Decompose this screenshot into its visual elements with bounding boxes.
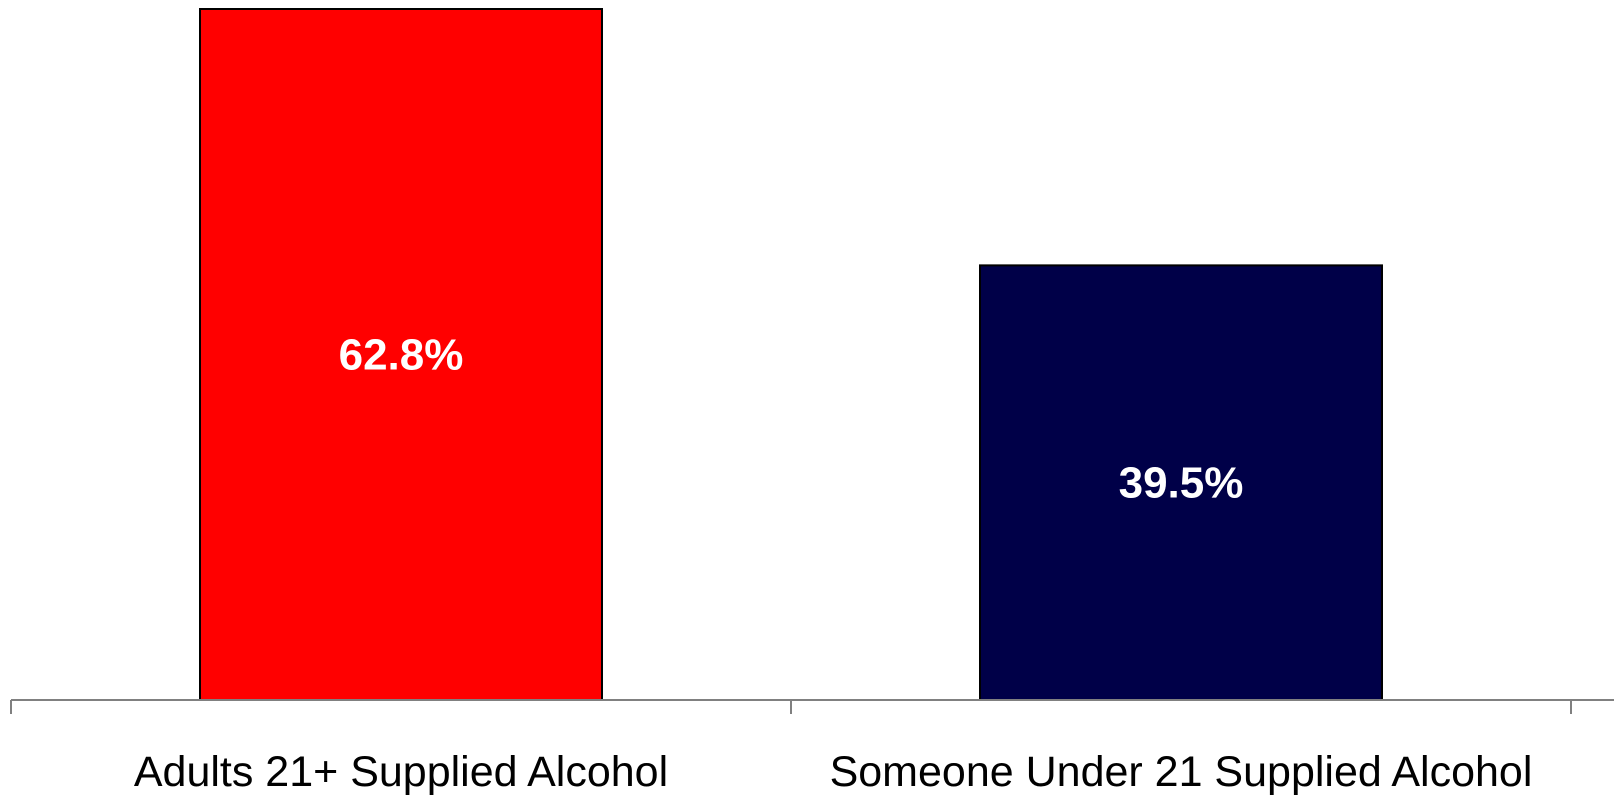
bar-2 xyxy=(979,264,1383,701)
bars-layer xyxy=(199,8,1383,701)
data-labels-layer: 62.8% 39.5% xyxy=(339,331,1244,508)
data-label-2: 39.5% xyxy=(1119,459,1244,508)
bar-1 xyxy=(199,8,603,701)
x-tick-label-2: Someone Under 21 Supplied Alcohol xyxy=(830,748,1533,796)
x-axis-ticks xyxy=(10,700,1572,714)
x-tick-label-1: Adults 21+ Supplied Alcohol xyxy=(134,748,668,796)
data-label-1: 62.8% xyxy=(339,331,464,380)
category-labels-layer: Adults 21+ Supplied Alcohol Someone Under… xyxy=(134,748,1533,796)
